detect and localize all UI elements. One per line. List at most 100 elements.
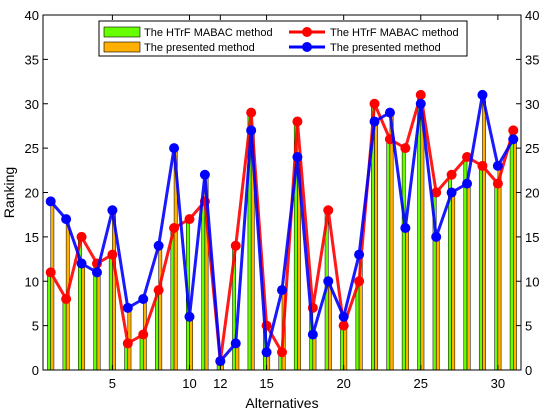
- point-htrf-29: [477, 160, 488, 171]
- point-htrf-8: [153, 285, 164, 296]
- point-htrf-16: [277, 347, 287, 358]
- bar-htrf-20: [340, 325, 344, 371]
- y-tick-label-right-5: 5: [525, 319, 532, 334]
- point-htrf-20: [338, 320, 349, 331]
- bar-htrf-28: [463, 156, 468, 371]
- bar-htrf-7: [139, 334, 144, 371]
- bar-presented-18: [312, 334, 317, 371]
- point-htrf-26: [431, 187, 442, 198]
- bar-htrf-29: [478, 165, 483, 371]
- x-tick-label-5: 5: [109, 376, 116, 391]
- point-presented-25: [415, 98, 426, 109]
- point-htrf-2: [61, 294, 72, 304]
- point-htrf-6: [122, 338, 133, 349]
- bar-htrf-4: [93, 263, 98, 371]
- point-presented-16: [277, 285, 287, 296]
- point-htrf-7: [138, 329, 149, 340]
- y-tick-label-left-10: 10: [25, 274, 39, 289]
- point-presented-12: [215, 356, 226, 367]
- y-tick-label-left-30: 30: [25, 97, 39, 112]
- point-presented-29: [477, 89, 488, 100]
- point-presented-27: [446, 187, 457, 198]
- point-presented-31: [508, 134, 519, 145]
- point-htrf-1: [45, 267, 56, 278]
- point-presented-6: [122, 302, 133, 313]
- bar-presented-23: [389, 112, 394, 371]
- point-presented-23: [384, 107, 395, 118]
- bar-presented-19: [328, 281, 332, 371]
- point-htrf-19: [323, 205, 334, 216]
- point-presented-9: [169, 143, 180, 154]
- point-presented-5: [107, 205, 118, 216]
- y-tick-label-left-5: 5: [32, 319, 39, 334]
- y-tick-label-right-35: 35: [525, 52, 539, 67]
- point-htrf-24: [400, 143, 411, 154]
- ticks-layer: 0 0 5 5 10 10 15 15 20 20 25 25 30 30 35 35 40 40 5 10 12 15 2…: [25, 8, 540, 391]
- bar-htrf-24: [401, 147, 406, 371]
- point-htrf-31: [508, 125, 519, 136]
- point-htrf-17: [292, 116, 303, 127]
- legend-marker-htrf: [302, 27, 312, 37]
- x-axis-label: Alternatives: [245, 395, 318, 411]
- point-presented-28: [462, 178, 473, 189]
- legend: The HTrF MABAC method The presented meth…: [98, 20, 468, 57]
- point-htrf-14: [246, 107, 257, 118]
- point-presented-22: [369, 116, 380, 127]
- bar-htrf-11: [201, 201, 206, 371]
- y-tick-label-right-0: 0: [525, 363, 532, 378]
- bar-htrf-23: [386, 139, 391, 371]
- bar-presented-1: [50, 201, 55, 371]
- legend-label-htrf-line: The HTrF MABAC method: [330, 27, 459, 39]
- legend-label-presented-line: The presented method: [330, 42, 441, 54]
- point-htrf-21: [354, 276, 365, 287]
- point-htrf-30: [492, 178, 503, 189]
- bar-presented-30: [497, 165, 502, 371]
- x-tick-label-10: 10: [182, 376, 196, 391]
- bar-presented-26: [435, 236, 440, 371]
- bar-htrf-30: [494, 183, 499, 371]
- x-tick-label-25: 25: [414, 376, 428, 391]
- bar-presented-29: [482, 94, 486, 371]
- bar-presented-8: [158, 245, 163, 371]
- bar-presented-22: [374, 121, 379, 371]
- legend-marker-presented: [302, 42, 312, 52]
- legend-label-presented-bar: The presented method: [144, 42, 255, 54]
- point-presented-7: [138, 294, 149, 304]
- bar-htrf-9: [170, 227, 175, 371]
- y-tick-label-right-25: 25: [525, 141, 539, 156]
- point-presented-4: [91, 267, 102, 278]
- x-tick-label-30: 30: [491, 376, 505, 391]
- point-htrf-13: [230, 240, 241, 251]
- bar-presented-24: [405, 227, 409, 371]
- point-presented-13: [230, 338, 241, 349]
- x-tick-label-15: 15: [259, 376, 273, 391]
- point-htrf-5: [107, 249, 118, 260]
- y-tick-label-right-40: 40: [525, 8, 539, 23]
- point-htrf-27: [446, 169, 457, 180]
- point-presented-17: [292, 152, 303, 162]
- point-presented-19: [323, 276, 334, 287]
- bar-htrf-1: [47, 272, 51, 371]
- y-tick-label-left-25: 25: [25, 141, 39, 156]
- y-tick-label-left-35: 35: [25, 52, 39, 67]
- point-htrf-3: [76, 231, 87, 242]
- lines-layer: [45, 89, 519, 367]
- y-tick-label-right-10: 10: [525, 274, 539, 289]
- bar-htrf-31: [509, 130, 514, 371]
- legend-swatch-htrf-bar: [103, 26, 141, 38]
- point-presented-20: [338, 311, 349, 322]
- y-tick-label-left-0: 0: [32, 363, 39, 378]
- y-tick-label-left-40: 40: [25, 8, 39, 23]
- point-htrf-10: [184, 214, 195, 225]
- bar-presented-25: [420, 103, 425, 371]
- bar-htrf-21: [355, 281, 360, 371]
- legend-swatch-presented-bar: [103, 41, 141, 53]
- y-tick-label-right-30: 30: [525, 97, 539, 112]
- x-tick-label-12: 12: [213, 376, 227, 391]
- point-presented-24: [400, 223, 411, 233]
- bars-layer: [47, 94, 517, 371]
- bar-presented-31: [513, 139, 517, 371]
- bar-presented-3: [81, 263, 86, 371]
